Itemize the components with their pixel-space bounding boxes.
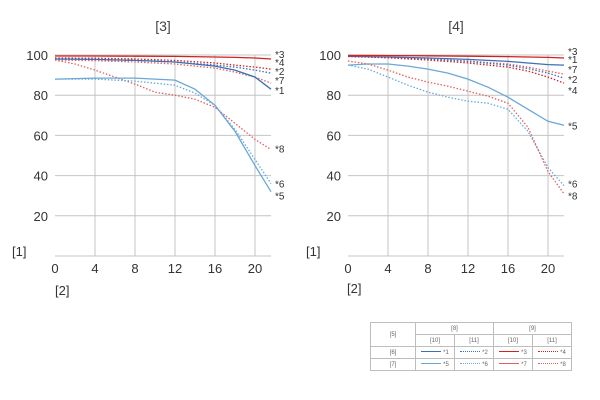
series-end-label: *6	[568, 180, 578, 191]
x-axis-marker: [2]	[347, 281, 361, 296]
legend-sub-a1: [10]	[415, 334, 455, 347]
series-line	[347, 55, 565, 84]
series-line	[347, 63, 565, 126]
x-tick-label: 20	[248, 261, 262, 276]
mtf-chart: 20 40 60 80 100 0 4 8 12 16 20 [3] [1] [2] *3*4*2*7*1 *…	[12, 18, 285, 298]
y-tick-label: 20	[34, 209, 48, 224]
legend-sub-b1: [10]	[493, 334, 533, 347]
x-tick-label: 12	[168, 261, 182, 276]
y-tick-label: 40	[327, 169, 341, 184]
x-tick-label: 12	[461, 261, 475, 276]
y-tick-label: 100	[26, 48, 48, 63]
y-axis-marker: [1]	[12, 244, 26, 259]
y-tick-label: 80	[327, 88, 341, 103]
legend-entry: *8	[532, 358, 572, 371]
x-tick-label: 0	[51, 261, 58, 276]
x-tick-label: 16	[208, 261, 222, 276]
legend-entry-label: *4	[560, 349, 566, 356]
legend-row-label: [7]	[370, 358, 416, 371]
legend-entry-label: *1	[443, 349, 449, 356]
y-tick-label: 20	[327, 209, 341, 224]
legend-swatch	[421, 363, 442, 365]
series-line	[54, 59, 272, 84]
legend-group-a: [8]	[415, 322, 494, 335]
series-end-label: *2	[568, 75, 578, 86]
series-line	[54, 57, 272, 70]
series-end-label: *1	[568, 55, 578, 66]
legend-entry: *7	[493, 358, 533, 371]
x-tick-label: 8	[424, 261, 431, 276]
chart-title: [4]	[448, 18, 464, 34]
legend-swatch	[460, 351, 481, 353]
series-line	[347, 60, 565, 195]
series-end-label: *7	[275, 76, 285, 87]
legend-sub-a2: [11]	[454, 334, 494, 347]
legend-entry-label: *5	[443, 361, 449, 368]
y-tick-label: 60	[327, 128, 341, 143]
legend-entry: *1	[415, 346, 455, 359]
x-tick-label: 20	[541, 261, 555, 276]
legend-group-b: [9]	[493, 322, 572, 335]
series-end-label: *8	[568, 192, 578, 203]
x-axis-marker: [2]	[55, 283, 69, 298]
series-line	[54, 59, 272, 151]
series-line	[347, 64, 565, 187]
legend-swatch	[538, 363, 559, 365]
series-line	[54, 77, 272, 193]
legend-sub-b2: [11]	[532, 334, 572, 347]
legend-swatch	[421, 351, 442, 353]
x-tick-label: 8	[131, 261, 138, 276]
series-line	[54, 58, 272, 90]
legend-entry-label: *2	[482, 349, 488, 356]
legend-swatch	[499, 351, 520, 353]
y-tick-label: 40	[34, 169, 48, 184]
legend-entry: *4	[532, 346, 572, 359]
legend-entry-label: *3	[521, 349, 527, 356]
y-tick-label: 100	[319, 48, 341, 63]
series-line	[55, 78, 272, 184]
y-tick-label: 80	[34, 88, 48, 103]
y-axis-marker: [1]	[306, 244, 320, 259]
legend-row-label: [6]	[370, 346, 416, 359]
legend-entry: *3	[493, 346, 533, 359]
series-end-label: *5	[275, 192, 285, 203]
legend-table: [5] [8] [9] [10] [11] [10] [11] [6] *1 *…	[370, 322, 572, 371]
mtf-chart: 20 40 60 80 100 0 4 8 12 16 20 [4] [1] [2] *3*1*7*2*4 *…	[306, 18, 578, 296]
legend-swatch	[538, 351, 559, 353]
legend-entry-label: *8	[560, 361, 566, 368]
x-tick-label: 4	[384, 261, 391, 276]
legend-entry-label: *7	[521, 361, 527, 368]
legend-header-left: [5]	[370, 322, 416, 347]
legend-entry: *5	[415, 358, 455, 371]
series-end-label: *7	[568, 65, 578, 76]
series-end-label: *3	[275, 50, 285, 61]
x-tick-label: 0	[344, 261, 351, 276]
y-tick-label: 60	[34, 128, 48, 143]
x-tick-label: 16	[501, 261, 515, 276]
series-end-label: *6	[275, 180, 285, 191]
series-end-label: *4	[568, 86, 578, 97]
legend-entry-label: *6	[482, 361, 488, 368]
series-end-label: *3	[568, 47, 578, 58]
series-end-label: *5	[568, 121, 578, 132]
series-end-label: *2	[275, 67, 285, 78]
legend-entry: *2	[454, 346, 494, 359]
series-end-label: *4	[275, 58, 285, 69]
x-tick-label: 4	[91, 261, 98, 276]
chart-title: [3]	[155, 18, 171, 34]
series-end-label: *8	[275, 144, 285, 155]
series-line	[347, 54, 565, 59]
series-end-label: *1	[275, 86, 285, 97]
series-line	[55, 55, 272, 60]
legend-row: [6] *1 *2 *3 *4	[370, 346, 572, 359]
legend-row: [7] *5 *6 *7 *8	[370, 358, 572, 371]
legend-swatch	[460, 363, 481, 365]
legend-entry: *6	[454, 358, 494, 371]
legend-swatch	[499, 363, 520, 365]
